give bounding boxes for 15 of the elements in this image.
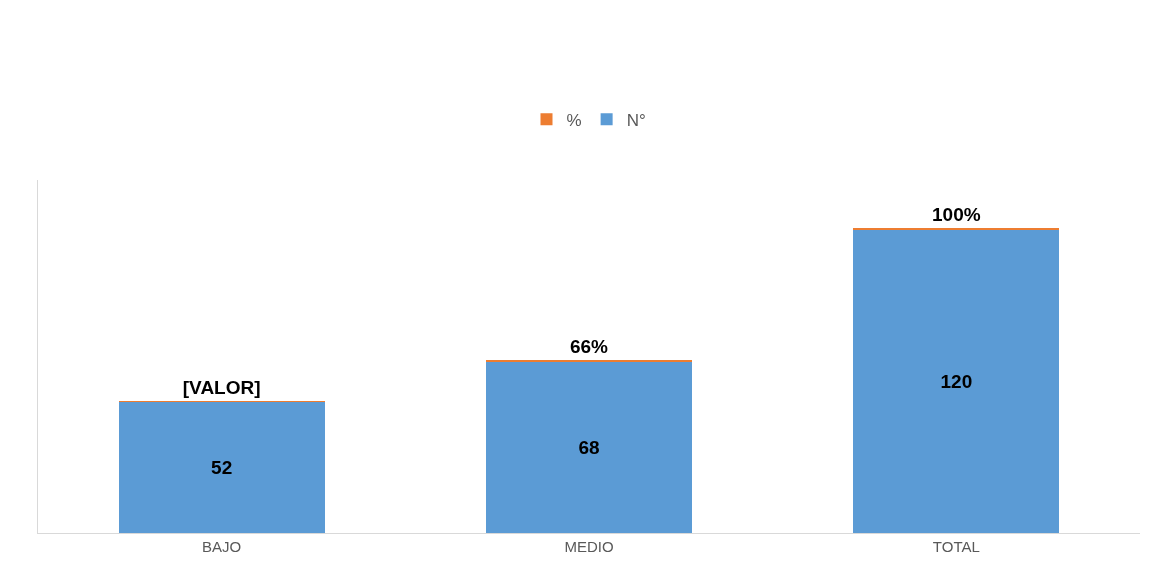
data-label: 52: [211, 456, 233, 478]
x-tick-label: TOTAL: [932, 538, 980, 555]
bar: [486, 359, 692, 362]
legend-label: N°: [626, 110, 646, 130]
data-label: 68: [578, 436, 600, 458]
x-tick-label: MEDIO: [564, 538, 614, 555]
legend-label: %: [566, 110, 582, 130]
data-label: 100%: [931, 203, 981, 225]
bar: [486, 361, 692, 533]
data-label: 120: [940, 371, 973, 393]
data-label: [VALOR]: [182, 377, 261, 398]
data-label: 66%: [569, 335, 609, 357]
x-tick-label: BAJO: [202, 538, 242, 555]
bar: [118, 401, 325, 533]
bar: [853, 230, 1060, 533]
